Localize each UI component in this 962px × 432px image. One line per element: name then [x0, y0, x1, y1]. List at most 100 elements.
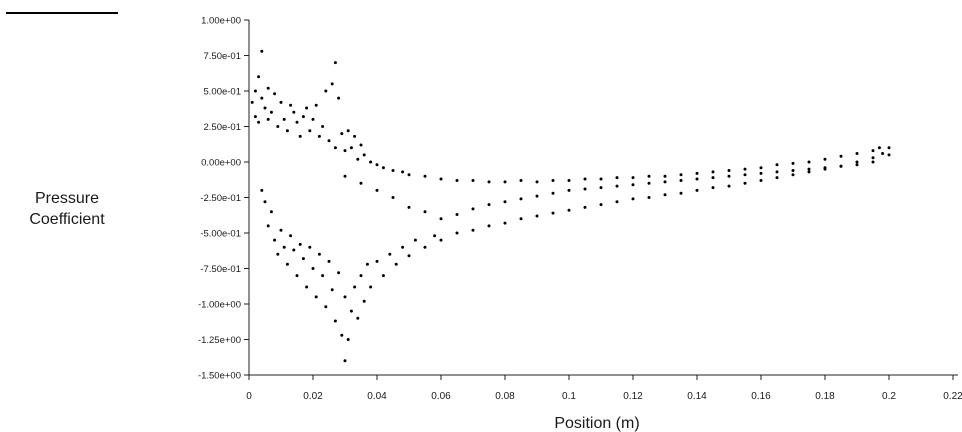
data-point [391, 196, 395, 199]
x-tick-label: 0.2 [882, 391, 896, 402]
data-point [583, 187, 587, 191]
data-point [775, 170, 779, 174]
data-point [317, 252, 321, 256]
data-point [324, 305, 328, 309]
x-tick-label: 0.16 [751, 391, 771, 402]
data-point [519, 179, 523, 182]
x-tick-label: 0.18 [815, 391, 835, 402]
data-point [346, 129, 350, 133]
x-tick-label: 0.14 [687, 391, 707, 402]
data-point [647, 181, 651, 185]
data-point [260, 49, 264, 53]
y-tick-label: -1.25e+00 [198, 335, 241, 346]
data-point [647, 196, 651, 199]
data-point [519, 197, 523, 201]
data-point [433, 234, 437, 238]
data-point [695, 177, 699, 181]
data-point [401, 170, 405, 174]
data-point [359, 181, 363, 185]
data-point [253, 115, 257, 119]
data-point [471, 228, 475, 232]
data-point [305, 285, 309, 289]
data-point [695, 188, 699, 192]
data-point [362, 153, 366, 157]
x-tick-label: 0.12 [623, 391, 643, 402]
x-tick-label: 0.08 [495, 391, 515, 402]
data-point [292, 248, 296, 252]
y-tick-label: -1.50e+00 [198, 371, 241, 382]
data-point [375, 259, 379, 263]
data-point [394, 262, 398, 266]
data-point [266, 224, 270, 228]
data-point [791, 169, 795, 172]
data-point [282, 245, 286, 249]
data-point [839, 154, 843, 158]
corner-line [6, 12, 118, 14]
data-point [301, 257, 305, 261]
data-point [330, 82, 334, 86]
data-point [381, 274, 385, 278]
data-point [381, 166, 385, 170]
data-point [327, 139, 331, 143]
data-point [330, 288, 334, 292]
data-point [269, 110, 273, 114]
data-point [343, 295, 347, 299]
data-point [311, 267, 315, 270]
x-tick-label: 0.04 [367, 391, 387, 402]
y-tick-label: -1.00e+00 [198, 300, 241, 311]
data-point [583, 205, 587, 209]
data-point [631, 183, 635, 187]
x-axis-ticks: 0 0.02 0.04 0.06 0.08 0.1 0.12 0.14 0.16 0.18 0.2 0… [246, 375, 962, 402]
data-point [551, 191, 555, 195]
data-point [391, 169, 395, 172]
y-tick-label: 5.00e-01 [203, 87, 241, 98]
data-point [487, 224, 491, 228]
data-point [263, 106, 267, 110]
data-point [301, 115, 305, 119]
data-point [353, 285, 357, 289]
data-point [711, 186, 715, 190]
data-point [503, 221, 507, 225]
data-point [807, 170, 811, 174]
data-point [439, 238, 443, 242]
data-point [353, 134, 357, 138]
data-point [887, 153, 891, 157]
data-point [269, 210, 273, 214]
data-point [759, 166, 763, 170]
data-point [282, 117, 286, 121]
data-point [266, 86, 270, 90]
data-point [407, 173, 411, 177]
data-point [346, 338, 350, 341]
data-point [871, 156, 875, 160]
data-point [807, 160, 811, 164]
data-point [279, 228, 283, 232]
data-point [343, 174, 347, 178]
data-point [881, 152, 885, 155]
data-point [791, 173, 795, 177]
data-point [877, 146, 881, 150]
data-point [439, 177, 443, 181]
data-point [266, 117, 270, 121]
data-point [276, 252, 280, 256]
data-point [375, 188, 379, 192]
data-point [679, 173, 683, 177]
data-point [369, 160, 373, 164]
data-point [855, 152, 859, 155]
data-point [388, 252, 392, 256]
y-axis-title-line-1: Pressure [35, 190, 99, 207]
data-point [775, 163, 779, 167]
y-tick-label: 1.00e+00 [201, 16, 241, 27]
data-point [823, 166, 827, 170]
data-point [375, 163, 379, 167]
data-point [327, 259, 331, 263]
data-point [775, 176, 779, 180]
data-point [743, 181, 747, 185]
x-tick-label: 0.06 [431, 391, 451, 402]
data-point [333, 146, 337, 150]
data-point [583, 177, 587, 181]
data-point [423, 245, 427, 249]
data-point [679, 191, 683, 195]
x-tick-label: 0.22 [943, 391, 962, 402]
